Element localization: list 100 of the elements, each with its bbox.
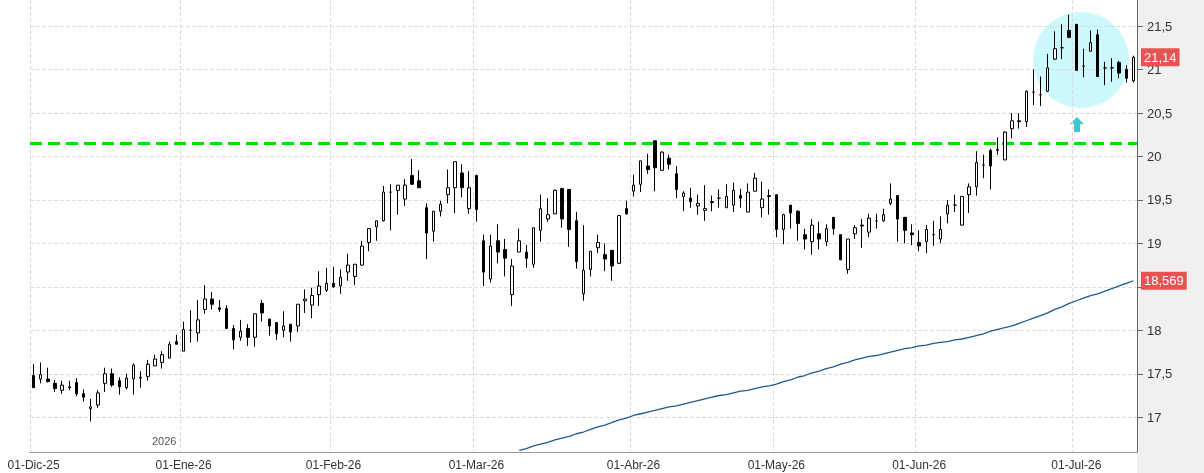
candlestick <box>196 299 200 343</box>
candlestick <box>260 299 264 323</box>
candlestick <box>575 211 578 270</box>
candlestick <box>303 288 307 314</box>
candlestick <box>717 188 721 209</box>
candlestick <box>875 213 878 230</box>
candlestick <box>1053 30 1057 61</box>
candlestick <box>103 367 107 393</box>
candlestick <box>589 250 592 277</box>
candlestick <box>182 321 185 352</box>
candlestick <box>132 362 135 396</box>
candlestick <box>946 199 949 224</box>
candlestick <box>982 154 985 179</box>
candlestick <box>1067 14 1071 39</box>
candlestick <box>1103 61 1107 86</box>
candlestick <box>846 238 850 275</box>
candlestick <box>403 178 407 207</box>
x-tick-label: 01-Jun-26 <box>892 458 947 472</box>
candlestick <box>360 240 364 267</box>
candlestick <box>917 229 921 252</box>
candlestick <box>603 242 607 272</box>
x-tick-label: 01-Dic-25 <box>7 458 60 472</box>
text: 18,569 <box>1144 273 1184 289</box>
candlestick <box>489 234 492 283</box>
candlestick <box>996 136 999 156</box>
candlestick <box>432 210 435 243</box>
candlestick <box>517 228 521 253</box>
candlestick <box>967 182 971 214</box>
x-tick-label: 01-Feb-26 <box>305 458 362 472</box>
candlestick <box>739 188 742 209</box>
y-tick-label: 17 <box>1147 409 1162 425</box>
candlestick <box>696 194 700 216</box>
candlestick <box>546 197 550 223</box>
candlestick <box>1082 48 1085 78</box>
candlestick <box>425 202 428 260</box>
candlestick <box>825 223 828 247</box>
candlestick <box>1132 55 1135 84</box>
candlestick <box>310 287 314 319</box>
line-series <box>518 280 1135 451</box>
candlestick <box>660 150 664 171</box>
candlestick <box>89 398 92 423</box>
y-tick-label: 17,5 <box>1147 366 1173 382</box>
candlestick <box>1017 112 1021 130</box>
candlestick <box>118 376 121 396</box>
candlestick <box>1096 29 1099 77</box>
candlestick <box>817 221 821 250</box>
y-tick-label: 19,5 <box>1147 192 1173 208</box>
candlestick <box>525 244 528 269</box>
candlestick <box>382 185 385 223</box>
candlestick <box>453 161 457 214</box>
candlestick <box>896 195 899 243</box>
candlestick <box>610 249 614 282</box>
x-tick-label: 01-Jul-26 <box>1051 458 1102 472</box>
candlestick <box>796 209 800 242</box>
candlestick <box>125 373 128 390</box>
candlestick <box>675 165 678 199</box>
candlestick <box>253 313 257 348</box>
candlestick <box>110 368 114 388</box>
candlestick <box>1010 112 1014 139</box>
candlestick <box>289 323 292 343</box>
candlestick <box>446 169 450 204</box>
candlestick <box>218 299 221 313</box>
candlestick <box>32 363 35 389</box>
candlestick <box>496 223 500 264</box>
candlestick <box>275 321 278 341</box>
candlestick <box>810 218 814 256</box>
candlestick <box>553 188 557 215</box>
annotation: 2026 <box>152 435 177 447</box>
candlestick <box>153 354 157 367</box>
text: 21,14 <box>1144 49 1177 65</box>
x-tick-label: 01-May-26 <box>747 458 806 472</box>
candlestick <box>1060 23 1064 60</box>
candlestick <box>953 194 957 213</box>
candlestick <box>1046 53 1049 93</box>
candlestick <box>239 319 242 342</box>
candlestick <box>282 310 285 338</box>
y-tick-label: 18 <box>1147 322 1162 338</box>
candlestick <box>732 182 735 213</box>
candlestick <box>882 208 885 223</box>
candlestick <box>596 234 600 254</box>
candlestick <box>667 154 671 170</box>
candlestick <box>760 181 764 218</box>
candlestick <box>860 218 864 249</box>
candlestick <box>203 284 207 315</box>
candlestick <box>710 195 714 212</box>
y-tick-label: 21,5 <box>1147 18 1173 34</box>
candlestick <box>439 200 442 217</box>
x-tick-label: 01-Mar-26 <box>448 458 505 472</box>
candlestick <box>989 148 992 190</box>
candlestick <box>1089 29 1092 52</box>
candlestick <box>539 194 542 243</box>
candlestick <box>1039 75 1042 107</box>
candlestick <box>82 388 85 403</box>
candlestick <box>625 200 628 216</box>
candlestick <box>268 318 271 337</box>
candlestick <box>832 216 835 236</box>
candlestick <box>68 380 71 391</box>
candlestick <box>232 324 235 350</box>
candlestick <box>567 188 571 248</box>
candlestick <box>467 170 471 215</box>
